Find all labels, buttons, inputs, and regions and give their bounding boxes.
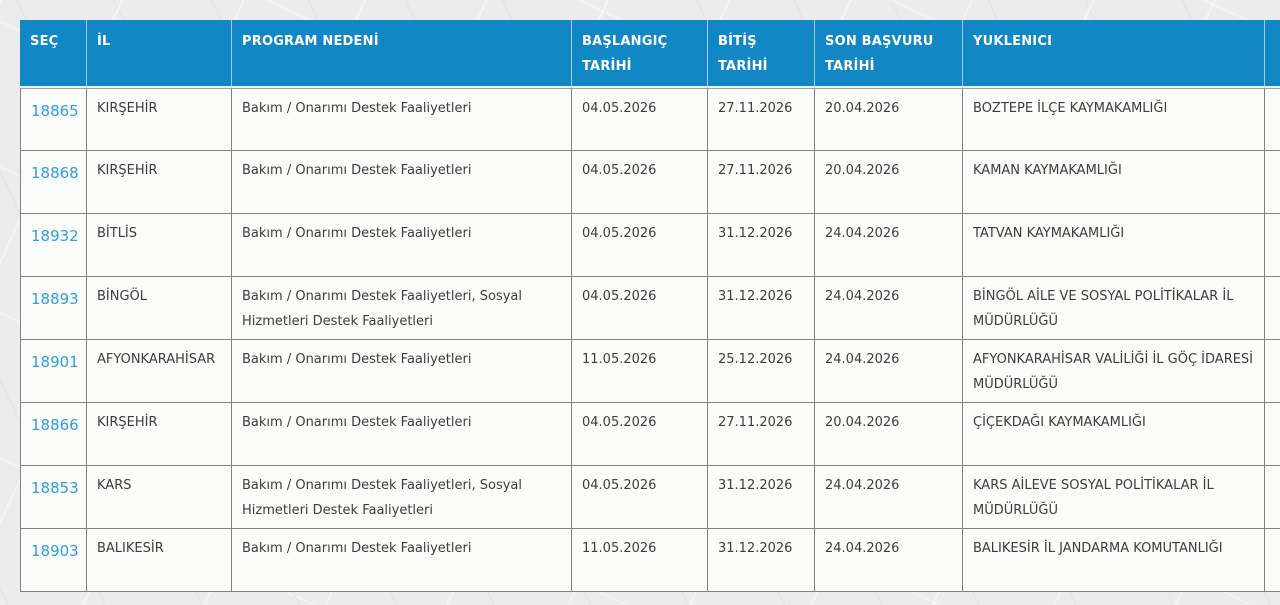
cell-extra [1265, 529, 1280, 592]
table-row: 18865 KIRŞEHİR Bakım / Onarımı Destek Fa… [20, 88, 1280, 151]
cell-sec: 18853 [20, 466, 87, 529]
programs-table: SEÇ İL PROGRAM NEDENİ BAŞLANGIÇ TARİHİ B… [20, 20, 1280, 592]
cell-yuklenici: BALIKESİR İL JANDARMA KOMUTANLIĞI [963, 529, 1265, 592]
table-row: 18901 AFYONKARAHİSAR Bakım / Onarımı Des… [20, 340, 1280, 403]
cell-yuklenici: KARS AİLEVE SOSYAL POLİTİKALAR İL MÜDÜRL… [963, 466, 1265, 529]
col-header-program-nedeni: PROGRAM NEDENİ [232, 20, 572, 88]
cell-extra [1265, 151, 1280, 214]
cell-son-basvuru: 24.04.2026 [815, 340, 963, 403]
cell-il: BALIKESİR [87, 529, 232, 592]
cell-program: Bakım / Onarımı Destek Faaliyetleri [232, 214, 572, 277]
cell-extra [1265, 214, 1280, 277]
cell-yuklenici: AFYONKARAHİSAR VALİLİĞİ İL GÖÇ İDARESİ M… [963, 340, 1265, 403]
cell-program: Bakım / Onarımı Destek Faaliyetleri [232, 529, 572, 592]
cell-program: Bakım / Onarımı Destek Faaliyetleri [232, 151, 572, 214]
cell-extra [1265, 340, 1280, 403]
cell-bitis: 31.12.2026 [708, 466, 815, 529]
cell-bitis: 31.12.2026 [708, 529, 815, 592]
col-header-yuklenici: YUKLENICI [963, 20, 1265, 88]
cell-son-basvuru: 24.04.2026 [815, 529, 963, 592]
table-row: 18868 KIRŞEHİR Bakım / Onarımı Destek Fa… [20, 151, 1280, 214]
cell-sec: 18903 [20, 529, 87, 592]
cell-baslangic: 04.05.2026 [572, 466, 708, 529]
cell-extra [1265, 88, 1280, 151]
table-row: 18903 BALIKESİR Bakım / Onarımı Destek F… [20, 529, 1280, 592]
cell-son-basvuru: 20.04.2026 [815, 151, 963, 214]
cell-bitis: 31.12.2026 [708, 277, 815, 340]
cell-baslangic: 04.05.2026 [572, 88, 708, 151]
cell-son-basvuru: 24.04.2026 [815, 277, 963, 340]
cell-il: KIRŞEHİR [87, 88, 232, 151]
col-header-baslangic-tarihi: BAŞLANGIÇ TARİHİ [572, 20, 708, 88]
header-row: SEÇ İL PROGRAM NEDENİ BAŞLANGIÇ TARİHİ B… [20, 20, 1280, 88]
cell-il: BİNGÖL [87, 277, 232, 340]
program-id-link[interactable]: 18865 [31, 102, 79, 120]
table-row: 18893 BİNGÖL Bakım / Onarımı Destek Faal… [20, 277, 1280, 340]
cell-extra [1265, 277, 1280, 340]
table-header: SEÇ İL PROGRAM NEDENİ BAŞLANGIÇ TARİHİ B… [20, 20, 1280, 88]
cell-il: KIRŞEHİR [87, 151, 232, 214]
cell-il: KIRŞEHİR [87, 403, 232, 466]
cell-program: Bakım / Onarımı Destek Faaliyetleri, Sos… [232, 277, 572, 340]
program-id-link[interactable]: 18866 [31, 416, 79, 434]
cell-sec: 18932 [20, 214, 87, 277]
cell-bitis: 27.11.2026 [708, 403, 815, 466]
cell-baslangic: 11.05.2026 [572, 529, 708, 592]
cell-yuklenici: BOZTEPE İLÇE KAYMAKAMLIĞI [963, 88, 1265, 151]
cell-sec: 18866 [20, 403, 87, 466]
cell-yuklenici: BİNGÖL AİLE VE SOSYAL POLİTİKALAR İL MÜD… [963, 277, 1265, 340]
cell-il: BİTLİS [87, 214, 232, 277]
cell-yuklenici: TATVAN KAYMAKAMLIĞI [963, 214, 1265, 277]
program-id-link[interactable]: 18903 [31, 542, 79, 560]
cell-bitis: 27.11.2026 [708, 151, 815, 214]
cell-baslangic: 04.05.2026 [572, 151, 708, 214]
col-header-il: İL [87, 20, 232, 88]
program-id-link[interactable]: 18868 [31, 164, 79, 182]
table-row: 18853 KARS Bakım / Onarımı Destek Faaliy… [20, 466, 1280, 529]
cell-bitis: 25.12.2026 [708, 340, 815, 403]
program-id-link[interactable]: 18853 [31, 479, 79, 497]
col-header-bitis-tarihi: BİTİŞ TARİHİ [708, 20, 815, 88]
cell-son-basvuru: 24.04.2026 [815, 214, 963, 277]
cell-sec: 18901 [20, 340, 87, 403]
col-header-son-basvuru-tarihi: SON BAŞVURU TARİHİ [815, 20, 963, 88]
cell-son-basvuru: 24.04.2026 [815, 466, 963, 529]
table-row: 18932 BİTLİS Bakım / Onarımı Destek Faal… [20, 214, 1280, 277]
cell-sec: 18865 [20, 88, 87, 151]
cell-son-basvuru: 20.04.2026 [815, 403, 963, 466]
programs-table-container: SEÇ İL PROGRAM NEDENİ BAŞLANGIÇ TARİHİ B… [20, 20, 1280, 592]
cell-il: AFYONKARAHİSAR [87, 340, 232, 403]
program-id-link[interactable]: 18901 [31, 353, 79, 371]
cell-baslangic: 11.05.2026 [572, 340, 708, 403]
cell-bitis: 31.12.2026 [708, 214, 815, 277]
cell-il: KARS [87, 466, 232, 529]
cell-yuklenici: ÇİÇEKDAĞI KAYMAKAMLIĞI [963, 403, 1265, 466]
col-header-extra [1265, 20, 1280, 88]
cell-bitis: 27.11.2026 [708, 88, 815, 151]
cell-baslangic: 04.05.2026 [572, 214, 708, 277]
cell-program: Bakım / Onarımı Destek Faaliyetleri [232, 403, 572, 466]
col-header-sec: SEÇ [20, 20, 87, 88]
cell-son-basvuru: 20.04.2026 [815, 88, 963, 151]
cell-program: Bakım / Onarımı Destek Faaliyetleri, Sos… [232, 466, 572, 529]
cell-sec: 18893 [20, 277, 87, 340]
cell-yuklenici: KAMAN KAYMAKAMLIĞI [963, 151, 1265, 214]
cell-baslangic: 04.05.2026 [572, 277, 708, 340]
cell-extra [1265, 403, 1280, 466]
cell-extra [1265, 466, 1280, 529]
program-id-link[interactable]: 18932 [31, 227, 79, 245]
cell-sec: 18868 [20, 151, 87, 214]
cell-baslangic: 04.05.2026 [572, 403, 708, 466]
program-id-link[interactable]: 18893 [31, 290, 79, 308]
table-row: 18866 KIRŞEHİR Bakım / Onarımı Destek Fa… [20, 403, 1280, 466]
table-body: 18865 KIRŞEHİR Bakım / Onarımı Destek Fa… [20, 88, 1280, 592]
cell-program: Bakım / Onarımı Destek Faaliyetleri [232, 340, 572, 403]
cell-program: Bakım / Onarımı Destek Faaliyetleri [232, 88, 572, 151]
